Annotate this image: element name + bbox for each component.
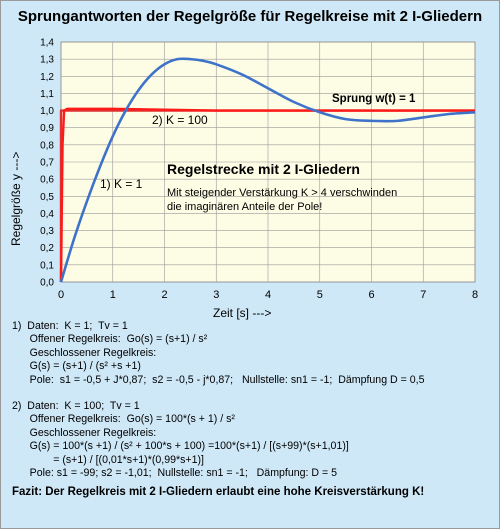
y-tick-label: 1,1 — [40, 89, 54, 100]
y-tick-label: 1,2 — [40, 72, 54, 83]
x-axis-label: Zeit [s] ---> — [213, 306, 271, 320]
annotation-note1: Mit steigender Verstärkung K > 4 verschw… — [167, 187, 397, 199]
x-tick-label: 4 — [265, 289, 271, 301]
x-tick-label: 2 — [161, 289, 167, 301]
x-tick-label: 6 — [368, 289, 374, 301]
y-tick-label: 0,2 — [40, 243, 54, 254]
notes-line: Pole: s1 = -99; s2 = -1,01; Nullstelle: … — [12, 467, 496, 480]
y-tick-label: 0,6 — [40, 175, 54, 186]
annotation-k1: 1) K = 1 — [100, 177, 143, 191]
x-tick-label: 5 — [317, 289, 323, 301]
y-tick-label: 0,3 — [40, 226, 54, 237]
conclusion: Fazit: Der Regelkreis mit 2 I-Gliedern e… — [12, 486, 496, 499]
notes-line: Geschlossener Regelkreis: — [12, 427, 496, 440]
y-tick-label: 1,4 — [40, 38, 54, 49]
notes-line: 2) Daten: K = 100; Tv = 1 — [12, 400, 496, 413]
annotation-sprung: Sprung w(t) = 1 — [332, 93, 416, 105]
notes-line: Offener Regelkreis: Go(s) = (s+1) / s² — [12, 333, 496, 346]
y-tick-label: 0,7 — [40, 158, 54, 169]
y-axis-label: Regelgröße y ---> — [9, 152, 23, 246]
notes-line: Offener Regelkreis: Go(s) = 100*(s + 1) … — [12, 413, 496, 426]
notes-line: Pole: s1 = -0,5 + J*0,87; s2 = -0,5 - j*… — [12, 374, 496, 387]
y-tick-label: 0,5 — [40, 192, 54, 203]
notes-line: G(s) = (s+1) / (s² +s +1) — [12, 360, 496, 373]
notes-block-1: 1) Daten: K = 1; Tv = 1 Offener Regelkre… — [12, 320, 496, 387]
notes-block-2: 2) Daten: K = 100; Tv = 1 Offener Regelk… — [12, 400, 496, 480]
notes-line: 1) Daten: K = 1; Tv = 1 — [12, 320, 496, 333]
notes-section: 1) Daten: K = 1; Tv = 1 Offener Regelkre… — [12, 320, 496, 500]
x-tick-label: 7 — [420, 289, 426, 301]
x-tick-label: 1 — [110, 289, 116, 301]
y-tick-label: 1,0 — [40, 106, 54, 117]
x-ticks: 0 1 2 3 4 5 6 7 8 — [58, 289, 478, 301]
annotation-k100: 2) K = 100 — [152, 113, 208, 127]
x-tick-label: 0 — [58, 289, 64, 301]
x-tick-label: 8 — [472, 289, 478, 301]
y-tick-label: 0,0 — [40, 278, 54, 289]
x-tick-label: 3 — [213, 289, 219, 301]
notes-line: G(s) = 100*(s +1) / (s² + 100*s + 100) =… — [12, 440, 496, 453]
notes-line: = (s+1) / [(0,01*s+1)*(0,99*s+1)] — [12, 454, 496, 467]
notes-line: Geschlossener Regelkreis: — [12, 347, 496, 360]
y-tick-label: 0,8 — [40, 140, 54, 151]
annotation-heading: Regelstrecke mit 2 I-Gliedern — [167, 161, 360, 177]
y-ticks: 0,0 0,1 0,2 0,3 0,4 0,5 0,6 0,7 0,8 0,9 1,0 1,1 1,2 1… — [40, 38, 54, 289]
y-tick-label: 0,9 — [40, 123, 54, 134]
y-tick-label: 0,1 — [40, 260, 54, 271]
annotation-note2: die imaginären Anteile der Pole! — [167, 201, 322, 213]
y-tick-label: 1,3 — [40, 55, 54, 66]
y-tick-label: 0,4 — [40, 209, 54, 220]
